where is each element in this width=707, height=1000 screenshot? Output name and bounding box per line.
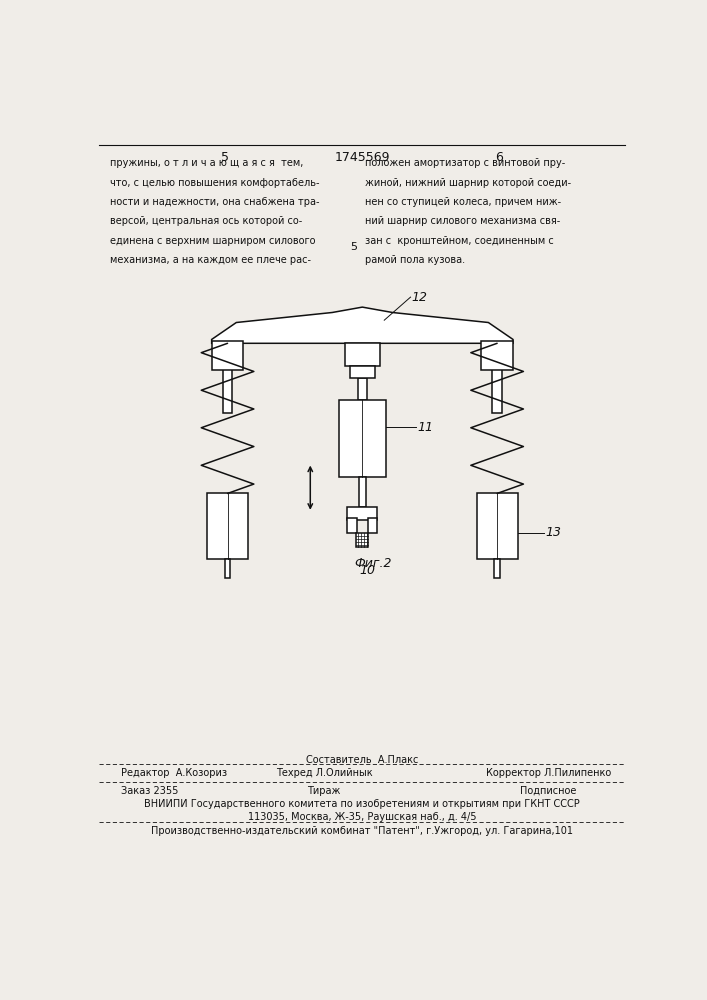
Bar	[356, 533, 368, 547]
Text: Фиг.2: Фиг.2	[354, 557, 392, 570]
Text: Тираж: Тираж	[308, 786, 341, 796]
Text: Корректор Л.Пилипенко: Корректор Л.Пилипенко	[486, 768, 612, 778]
Text: что, с целью повышения комфортабель-: что, с целью повышения комфортабель-	[110, 178, 320, 188]
Text: 13: 13	[545, 526, 561, 539]
Text: 5: 5	[221, 151, 229, 164]
Text: 6: 6	[496, 151, 503, 164]
Text: 5: 5	[351, 242, 358, 252]
Bar	[477, 493, 518, 559]
Text: единена с верхним шарниром силового: единена с верхним шарниром силового	[110, 235, 316, 245]
Text: 12: 12	[411, 291, 428, 304]
Bar	[347, 518, 357, 533]
Text: Подписное: Подписное	[520, 786, 577, 796]
Text: механизма, а на каждом ее плече рас-: механизма, а на каждом ее плече рас-	[110, 255, 311, 265]
Text: Производственно-издательский комбинат "Патент", г.Ужгород, ул. Гагарина,101: Производственно-издательский комбинат "П…	[151, 826, 573, 836]
Text: 1745569: 1745569	[334, 151, 390, 164]
Text: нен со ступицей колеса, причем ниж-: нен со ступицей колеса, причем ниж-	[365, 197, 561, 207]
Bar	[481, 341, 513, 370]
Text: пружины, о т л и ч а ю щ а я с я  тем,: пружины, о т л и ч а ю щ а я с я тем,	[110, 158, 304, 168]
Text: версой, центральная ось которой со-: версой, центральная ось которой со-	[110, 216, 303, 226]
Text: жиной, нижний шарнир которой соеди-: жиной, нижний шарнир которой соеди-	[365, 178, 571, 188]
Bar	[211, 341, 243, 370]
Bar	[350, 366, 375, 378]
Text: ВНИИПИ Государственного комитета по изобретениям и открытиям при ГКНТ СССР: ВНИИПИ Государственного комитета по изоб…	[144, 799, 580, 809]
Text: ний шарнир силового механизма свя-: ний шарнир силового механизма свя-	[365, 216, 561, 226]
Text: ности и надежности, она снабжена тра-: ности и надежности, она снабжена тра-	[110, 197, 320, 207]
Text: положен амортизатор с винтовой пру-: положен амортизатор с винтовой пру-	[365, 158, 566, 168]
Bar	[368, 518, 378, 533]
Text: Редактор  А.Козориз: Редактор А.Козориз	[122, 768, 228, 778]
Bar	[344, 343, 380, 366]
Text: зан с  кронштейном, соединенным с: зан с кронштейном, соединенным с	[365, 235, 554, 245]
Bar	[494, 559, 500, 578]
Text: 11: 11	[417, 421, 433, 434]
Text: 113035, Москва, Ж-35, Раушская наб., д. 4/5: 113035, Москва, Ж-35, Раушская наб., д. …	[248, 812, 477, 822]
Text: Техред Л.Олийнык: Техред Л.Олийнык	[276, 768, 373, 778]
Bar	[358, 477, 366, 507]
Bar	[358, 378, 367, 400]
Text: Составитель  А.Плакс: Составитель А.Плакс	[306, 755, 419, 765]
Text: рамой пола кузова.: рамой пола кузова.	[365, 255, 465, 265]
Text: Заказ 2355: Заказ 2355	[122, 786, 179, 796]
Polygon shape	[211, 307, 513, 343]
Bar	[207, 493, 248, 559]
Bar	[339, 400, 385, 477]
Bar	[225, 559, 230, 578]
Bar	[223, 343, 233, 413]
Bar	[492, 343, 502, 413]
Bar	[347, 507, 378, 520]
Text: 10: 10	[360, 564, 376, 577]
